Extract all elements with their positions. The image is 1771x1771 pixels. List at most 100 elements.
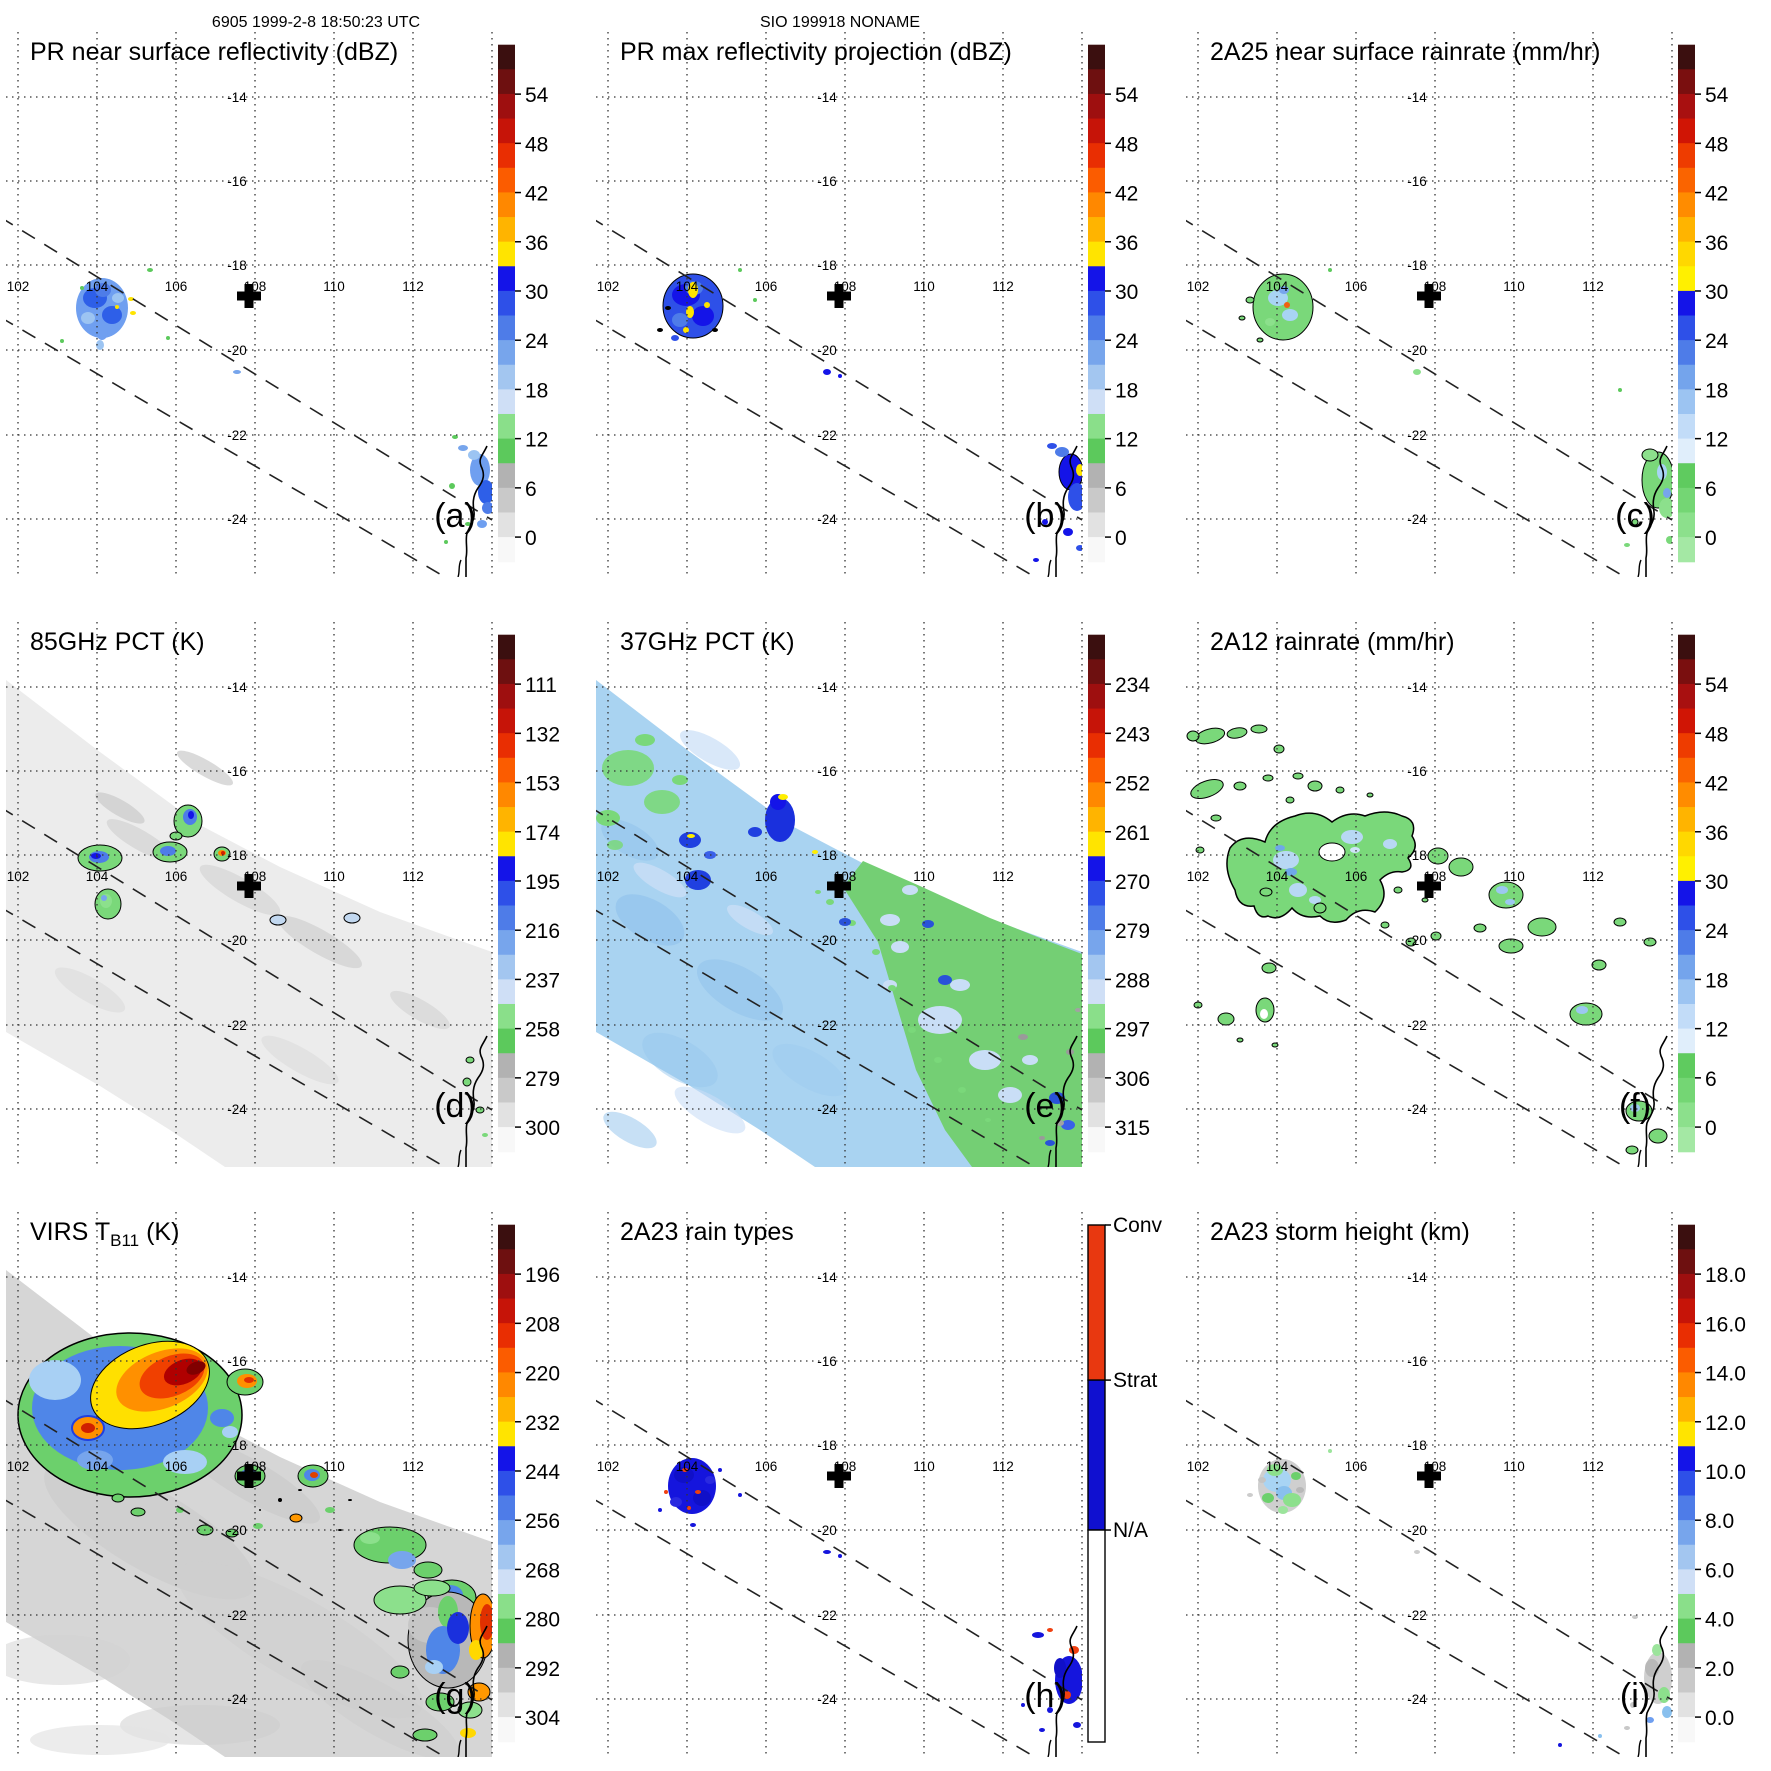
coastline	[1637, 1035, 1668, 1167]
svg-text:16.0: 16.0	[1705, 1313, 1746, 1336]
graticule	[6, 622, 493, 1167]
svg-text:110: 110	[1503, 1459, 1525, 1474]
svg-text:102: 102	[597, 279, 620, 294]
pr-swath-edge-lines	[596, 219, 1082, 577]
svg-text:0.0: 0.0	[1705, 1707, 1734, 1730]
panel-pr-near-surface-reflectivity: PR near surface reflectivity (dBZ) 102 104…	[0, 0, 591, 591]
svg-text:12: 12	[1115, 429, 1138, 452]
svg-text:-20: -20	[817, 1523, 837, 1538]
svg-text:12: 12	[1705, 1019, 1728, 1042]
svg-text:102: 102	[1187, 869, 1210, 884]
svg-text:110: 110	[323, 869, 345, 884]
svg-text:-20: -20	[817, 343, 837, 358]
svg-text:-24: -24	[227, 1102, 247, 1117]
svg-text:237: 237	[525, 969, 560, 992]
svg-text:30: 30	[1705, 871, 1728, 894]
coastline	[1047, 1625, 1078, 1757]
svg-text:-14: -14	[227, 680, 247, 695]
svg-text:30: 30	[1705, 281, 1728, 304]
svg-text:110: 110	[913, 869, 935, 884]
data-field-layer	[658, 1458, 1082, 1732]
svg-text:-16: -16	[227, 174, 247, 189]
svg-text:48: 48	[525, 133, 548, 156]
svg-text:-22: -22	[227, 428, 247, 443]
svg-text:102: 102	[597, 869, 620, 884]
svg-text:256: 256	[525, 1510, 560, 1533]
svg-text:-16: -16	[227, 764, 247, 779]
svg-text:111: 111	[525, 674, 557, 697]
axis-labels: 102 104 106 108 110 112-14-16-18-20-22-24	[597, 1270, 1014, 1707]
svg-text:306: 306	[1115, 1068, 1150, 1091]
graticule	[6, 32, 493, 577]
svg-text:102: 102	[1187, 279, 1210, 294]
svg-text:153: 153	[525, 773, 560, 796]
svg-text:-18: -18	[227, 1438, 247, 1453]
panel-title: PR near surface reflectivity (dBZ)	[30, 38, 399, 66]
svg-text:104: 104	[86, 1459, 109, 1474]
svg-text:Strat: Strat	[1113, 1369, 1158, 1392]
svg-text:0: 0	[1115, 527, 1127, 550]
svg-text:18: 18	[1705, 379, 1728, 402]
svg-text:-14: -14	[817, 1270, 837, 1285]
axis-labels: 102 104 106 108 110 112-14-16-18-20-22-24	[597, 680, 1014, 1117]
svg-text:-20: -20	[1407, 933, 1427, 948]
svg-text:279: 279	[525, 1068, 560, 1091]
svg-text:36: 36	[1705, 232, 1728, 255]
svg-text:-14: -14	[227, 90, 247, 105]
svg-text:42: 42	[525, 183, 548, 206]
coastline	[1047, 1035, 1078, 1167]
data-field-layer	[60, 268, 492, 544]
svg-text:106: 106	[1345, 279, 1368, 294]
svg-text:315: 315	[1115, 1117, 1150, 1140]
panel-title: 37GHz PCT (K)	[620, 628, 795, 656]
data-field-layer	[1238, 268, 1672, 547]
panel-2a25-near-surface-rainrate: 2A25 near surface rainrate (mm/hr) 102 104…	[1180, 0, 1771, 591]
svg-text:2.0: 2.0	[1705, 1658, 1734, 1681]
svg-text:-20: -20	[1407, 343, 1427, 358]
svg-text:-20: -20	[227, 933, 247, 948]
svg-text:234: 234	[1115, 674, 1150, 697]
svg-text:208: 208	[525, 1313, 560, 1336]
svg-text:-20: -20	[227, 343, 247, 358]
svg-text:18.0: 18.0	[1705, 1264, 1746, 1287]
graticule	[6, 1212, 493, 1757]
panel-h-canvas: 102 104 106 108 110 112-14-16-18-20-22-24 (h)C…	[596, 1212, 1163, 1757]
axis-labels: 102 104 106 108 110 112-14-16-18-20-22-24	[1187, 90, 1604, 527]
svg-text:-24: -24	[1407, 1102, 1427, 1117]
storm-center-cross	[1417, 874, 1441, 898]
colorbar: 196 208 220 232 244 256 268 280 292 304	[498, 1224, 560, 1743]
pr-swath-edge-lines	[1186, 809, 1672, 1167]
svg-text:-16: -16	[227, 1354, 247, 1369]
colorbar: 54 48 42 36 30 24 18 12 6 0	[1088, 44, 1139, 563]
svg-text:252: 252	[1115, 773, 1150, 796]
colorbar: 234 243 252 261 270 279 288 297 306 315	[1088, 634, 1150, 1153]
svg-text:42: 42	[1705, 183, 1728, 206]
storm-center-cross	[827, 874, 851, 898]
svg-text:0: 0	[1705, 527, 1717, 550]
svg-text:110: 110	[323, 1459, 345, 1474]
svg-text:0: 0	[1705, 1117, 1717, 1140]
svg-text:106: 106	[755, 279, 778, 294]
pr-swath-edge-lines	[1186, 219, 1672, 577]
svg-text:-18: -18	[1407, 258, 1427, 273]
panel-f-canvas: 102 104 106 108 110 112-14-16-18-20-22-24 (f)5…	[1186, 622, 1729, 1167]
svg-text:220: 220	[525, 1363, 560, 1386]
storm-center-cross	[827, 1464, 851, 1488]
svg-text:-22: -22	[817, 428, 837, 443]
svg-text:300: 300	[525, 1117, 560, 1140]
graticule	[1186, 1212, 1673, 1757]
svg-text:24: 24	[1705, 920, 1729, 943]
panel-title: 2A23 rain types	[620, 1218, 794, 1246]
svg-text:18: 18	[1115, 379, 1138, 402]
data-field-layer	[596, 730, 1082, 1167]
svg-text:24: 24	[1115, 330, 1139, 353]
svg-text:-14: -14	[1407, 1270, 1427, 1285]
panel-e-canvas: 102 104 106 108 110 112-14-16-18-20-22-24 (e)2…	[596, 622, 1150, 1167]
svg-text:292: 292	[525, 1658, 560, 1681]
svg-text:261: 261	[1115, 822, 1150, 845]
panel-2a23-rain-types: 2A23 rain types 102 104 106 108 110 112 -14 -16-…	[590, 1180, 1181, 1771]
svg-text:48: 48	[1705, 723, 1728, 746]
svg-text:-18: -18	[227, 848, 247, 863]
panel-2a12-rainrate: 2A12 rainrate (mm/hr) 102 104 106 108 110 112-…	[1180, 590, 1771, 1181]
svg-text:112: 112	[992, 279, 1014, 294]
